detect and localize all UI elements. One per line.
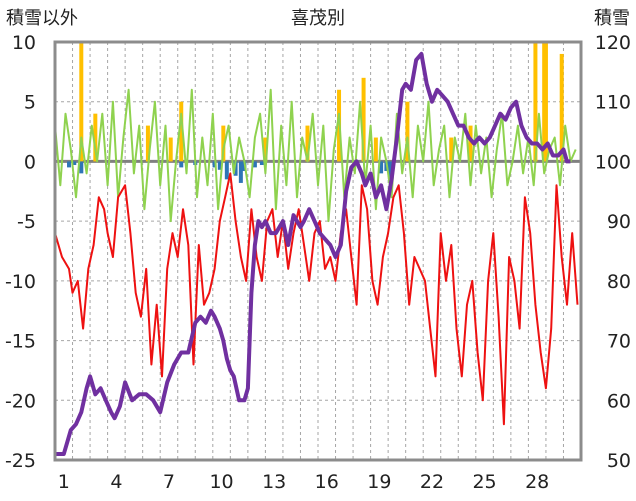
snowfall-bar (93, 113, 98, 162)
temperature_range-line (54, 88, 577, 223)
snowfall-bar (559, 53, 564, 162)
snow_depth-line (55, 51, 571, 456)
precipitation-bar (79, 161, 84, 174)
y-right-tick-label: 70 (607, 331, 631, 353)
x-tick-label: 28 (525, 471, 549, 493)
x-tick-label: 22 (420, 471, 444, 493)
x-tick-label: 13 (262, 471, 286, 493)
snowfall-bar (449, 137, 454, 162)
y-left-tick-label: 0 (24, 151, 36, 173)
snowfall-bar (263, 137, 268, 162)
precipitation-bar (179, 161, 184, 168)
x-tick-label: 16 (315, 471, 339, 493)
precipitation-bar (259, 161, 264, 166)
x-tick-label: 7 (163, 471, 175, 493)
precipitation-bar (217, 161, 222, 170)
plot-frame (53, 40, 583, 462)
precipitation-bar (233, 161, 238, 176)
x-tick-label: 4 (110, 471, 122, 493)
y-right-tick-label: 110 (595, 92, 631, 114)
snowfall-bar (79, 42, 84, 162)
y-left-tick-label: -15 (5, 331, 36, 353)
x-tick-label: 10 (209, 471, 233, 493)
y-left-tick-label: 10 (12, 32, 36, 54)
precipitation-bar (379, 161, 384, 174)
y-right-tick-label: 120 (595, 32, 631, 54)
precipitation-bar (72, 161, 77, 166)
snowfall-bar (145, 125, 150, 162)
precipitation-bar (387, 161, 392, 180)
y-right-tick-label: 90 (607, 211, 631, 233)
y-left-tick-label: 5 (24, 92, 36, 114)
snowfall-bar (168, 137, 173, 162)
chart-title: 喜茂別 (291, 8, 345, 29)
snowfall-bar (361, 77, 366, 162)
precipitation-bar (224, 161, 229, 180)
y-left-tick-label: -25 (5, 450, 36, 472)
precipitation-bar (252, 161, 257, 168)
snowfall-bar (221, 125, 226, 162)
precipitation-bar (212, 161, 217, 168)
y-right-tick-label: 50 (607, 450, 631, 472)
y-left-tick-label: -10 (5, 271, 36, 293)
y-right-tick-label: 100 (595, 151, 631, 173)
snowfall-bar (373, 137, 378, 162)
snowfall-bar (305, 125, 310, 162)
y-left-tick-label: -20 (5, 390, 36, 412)
x-tick-label: 19 (367, 471, 391, 493)
x-tick-label: 25 (472, 471, 496, 493)
precipitation-bar (238, 161, 243, 183)
line-series (54, 51, 579, 456)
snowfall-bar (533, 42, 538, 162)
snowfall-bar (179, 101, 184, 162)
snowfall-bar (405, 101, 410, 162)
right-axis-label: 積雪 (594, 8, 630, 29)
y-left-tick-label: -5 (17, 211, 36, 233)
y-right-tick-label: 60 (607, 390, 631, 412)
x-tick-label: 1 (58, 471, 70, 493)
left-axis-label: 積雪以外 (6, 8, 78, 29)
snowfall-bar (468, 125, 473, 162)
y-right-tick-label: 80 (607, 271, 631, 293)
precipitation-bar (67, 161, 72, 168)
snowfall-bar (543, 42, 548, 162)
gridlines (55, 41, 581, 461)
axis-labels: 10 120 5 110 0 100 -5 90 -10 80 -15 70 -20 60 -25 50 1 4 7… (5, 32, 631, 493)
